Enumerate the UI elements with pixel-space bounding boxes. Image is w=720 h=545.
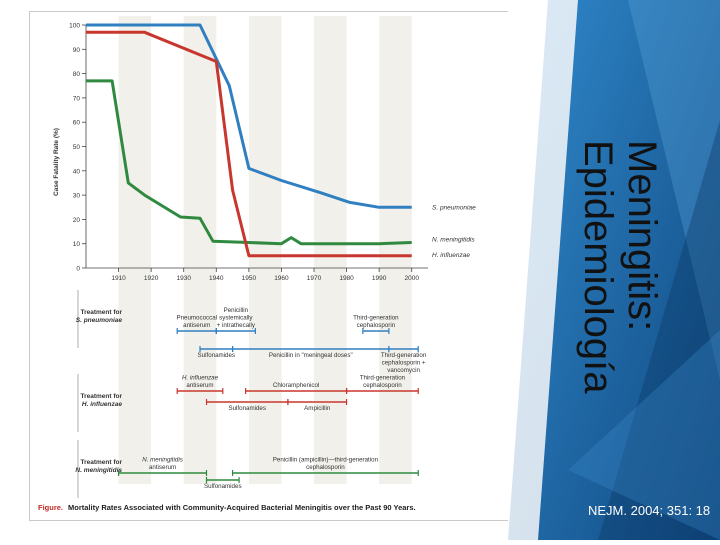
series-line-1 <box>86 79 412 246</box>
y-tick-label: 100 <box>69 23 80 30</box>
treatment-label: Third-generation <box>381 352 427 359</box>
x-tick-label: 1940 <box>209 275 224 282</box>
treatment-group-label-line2: N. meningitidis <box>75 467 122 474</box>
mortality-chart: 0 10 20 30 40 50 60 70 80 90 100 1910 1920 1930 1940 19… <box>38 16 476 512</box>
treatment-group-label-line1: Treatment for <box>80 393 122 400</box>
decade-bands <box>118 16 412 484</box>
treatment-label: Penicillin (ampicillin)—third-generation <box>273 457 379 464</box>
y-tick-label: 40 <box>73 168 81 175</box>
y-tick-label: 60 <box>73 120 81 127</box>
treatment-label: Penicillin in "meningeal doses" <box>269 352 353 359</box>
x-tick-label: 1960 <box>274 275 289 282</box>
treatment-label: Sulfonamides <box>204 483 242 490</box>
treatment-label: vancomycin <box>387 367 420 374</box>
treatment-label: N. meningitidis <box>142 457 183 464</box>
y-tick-label: 90 <box>73 47 81 54</box>
x-tick-label: 1910 <box>111 275 126 282</box>
side-panel-graphic <box>508 0 720 540</box>
treatment-group-label-line1: Treatment for <box>80 309 122 316</box>
x-tick-label: 2000 <box>404 275 419 282</box>
treatment-group-label-line1: Treatment for <box>80 459 122 466</box>
y-tick-label: 20 <box>73 217 81 224</box>
slide-title: Meningitis: Epidemiología <box>576 140 664 400</box>
y-axis-label: Case Fatality Rate (%) <box>53 128 60 196</box>
treatment-label: Penicillin <box>224 307 249 314</box>
x-tick-label: 1990 <box>372 275 387 282</box>
treatment-label: Third-generation <box>353 315 399 322</box>
series-line-0 <box>86 23 412 209</box>
x-tick-label: 1920 <box>144 275 159 282</box>
blue-side-panel <box>508 0 720 540</box>
treatment-label: Ampicillin <box>304 405 331 412</box>
x-tick-label: 1980 <box>339 275 354 282</box>
y-tick-label: 80 <box>73 71 81 78</box>
treatment-label: Chloramphenicol <box>273 382 319 389</box>
y-tick-label: 50 <box>73 144 81 151</box>
treatment-label: cephalosporin <box>306 464 345 471</box>
decade-band <box>118 16 152 484</box>
x-tick-label: 1970 <box>307 275 322 282</box>
decade-band <box>379 16 412 484</box>
slide-title-line1: Meningitis: <box>620 140 664 332</box>
series-line-2 <box>86 30 412 258</box>
decade-band <box>314 16 347 484</box>
y-tick-label: 30 <box>73 193 81 200</box>
treatment-label: Sulfonamides <box>198 352 236 359</box>
figure-panel: 0 10 20 30 40 50 60 70 80 90 100 1910 1920 1930 1940 19… <box>30 12 508 520</box>
treatment-label: antiserum <box>183 322 210 329</box>
series-label: N. meningitidis <box>432 236 475 243</box>
treatment-group-label-line2: S. pneumoniae <box>76 317 123 324</box>
x-tick-label: 1950 <box>242 275 257 282</box>
treatment-label: cephalosporin <box>363 382 402 389</box>
caption-label: Figure. <box>38 503 63 512</box>
treatment-label: + intrathecally <box>217 322 256 329</box>
decade-band <box>183 16 217 484</box>
x-tick-label: 1930 <box>176 275 191 282</box>
decade-band <box>248 16 282 484</box>
treatment-label: cephalosporin <box>357 322 396 329</box>
treatment-group-label-line2: H. influenzae <box>82 401 122 408</box>
treatment-label: Pneumococcal <box>176 315 217 322</box>
y-tick-label: 10 <box>73 241 81 248</box>
series-lines <box>86 23 412 258</box>
y-tick-label: 70 <box>73 95 81 102</box>
treatment-label: H. influenzae <box>182 375 219 382</box>
treatment-label: Third-generation <box>360 375 406 382</box>
caption-text: Mortality Rates Associated with Communit… <box>68 503 416 512</box>
series-labels: S. pneumoniae N. meningitidis H. influenza… <box>432 204 476 259</box>
treatment-label: antiserum <box>186 382 213 389</box>
treatment-label: cephalosporin + <box>382 360 426 367</box>
treatment-label: Sulfonamides <box>228 405 266 412</box>
citation: NEJM. 2004; 351: 18 <box>588 503 711 518</box>
chart-axes: 0 10 20 30 40 50 60 70 80 90 100 1910 1920 1930 1940 19… <box>69 23 428 282</box>
series-label: H. influenzae <box>432 252 470 259</box>
slide-title-line2: Epidemiología <box>576 140 620 394</box>
treatment-label: systemically <box>219 315 253 322</box>
series-label: S. pneumoniae <box>432 204 476 211</box>
treatment-label: antiserum <box>149 464 176 471</box>
y-tick-label: 0 <box>76 266 80 273</box>
